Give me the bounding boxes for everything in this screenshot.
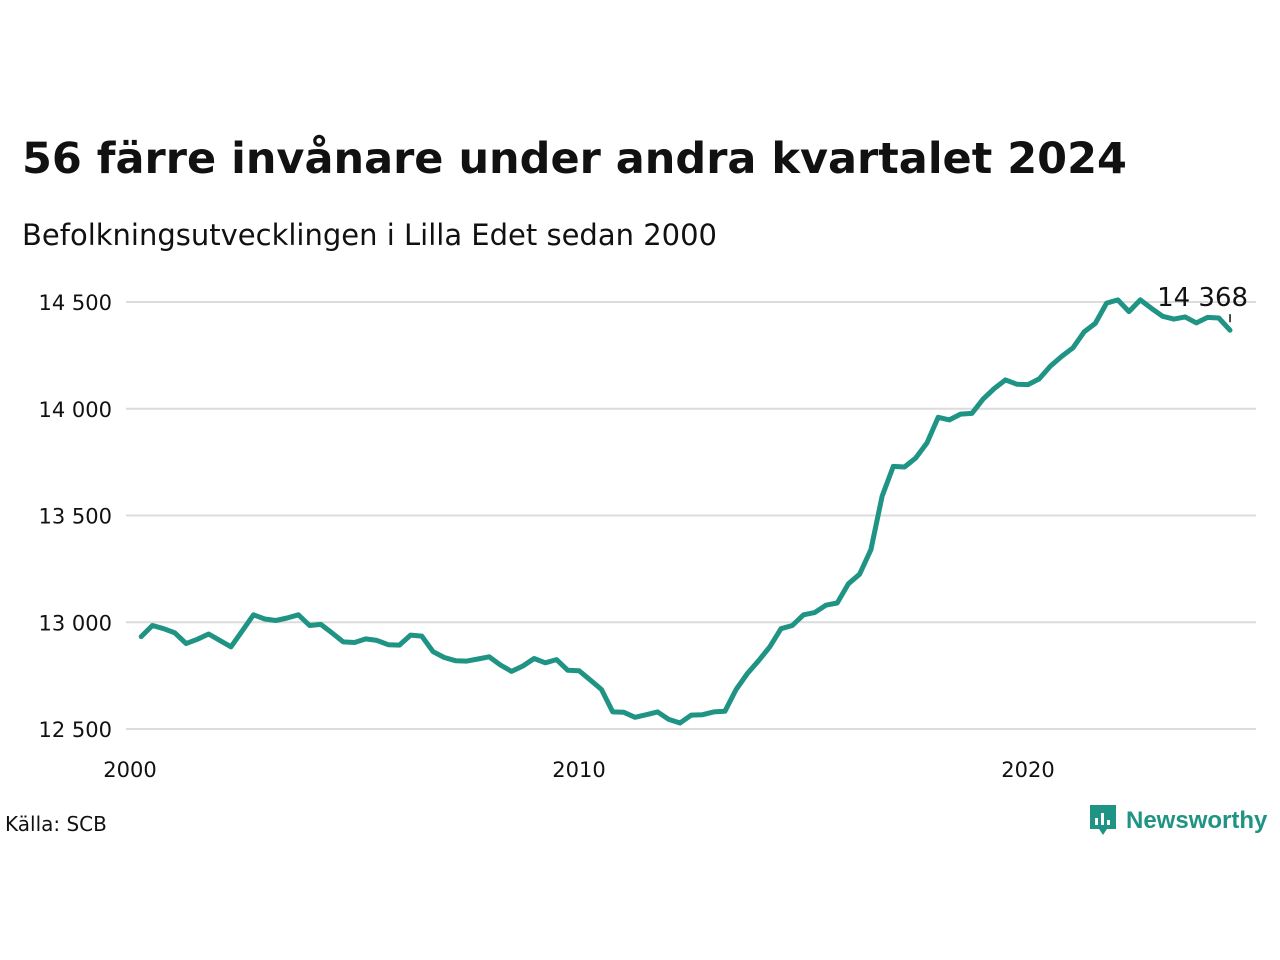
series-line xyxy=(138,297,1233,726)
chart-subtitle: Befolkningsutvecklingen i Lilla Edet sed… xyxy=(22,218,717,252)
x-tick-label-2010: 2010 xyxy=(552,758,605,782)
brand-name: Newsworthy xyxy=(1126,807,1268,834)
x-tick-label-2020: 2020 xyxy=(1001,758,1054,782)
y-tick-label-12500: 12 500 xyxy=(39,718,112,742)
y-tick-label-13500: 13 500 xyxy=(39,505,112,529)
chart-title: 56 färre invånare under andra kvartalet … xyxy=(22,134,1127,184)
y-tick-label-14500: 14 500 xyxy=(39,291,112,315)
newsworthy-brand: Newsworthy xyxy=(1088,803,1267,839)
y-tick-label-13000: 13 000 xyxy=(39,611,112,635)
y-tick-label-14000: 14 000 xyxy=(39,398,112,422)
newsworthy-logo-icon xyxy=(1090,805,1116,835)
x-tick-label-2000: 2000 xyxy=(103,758,156,782)
source-note: Källa: SCB xyxy=(5,812,107,836)
end-value-label: 14 368 xyxy=(1157,283,1248,313)
